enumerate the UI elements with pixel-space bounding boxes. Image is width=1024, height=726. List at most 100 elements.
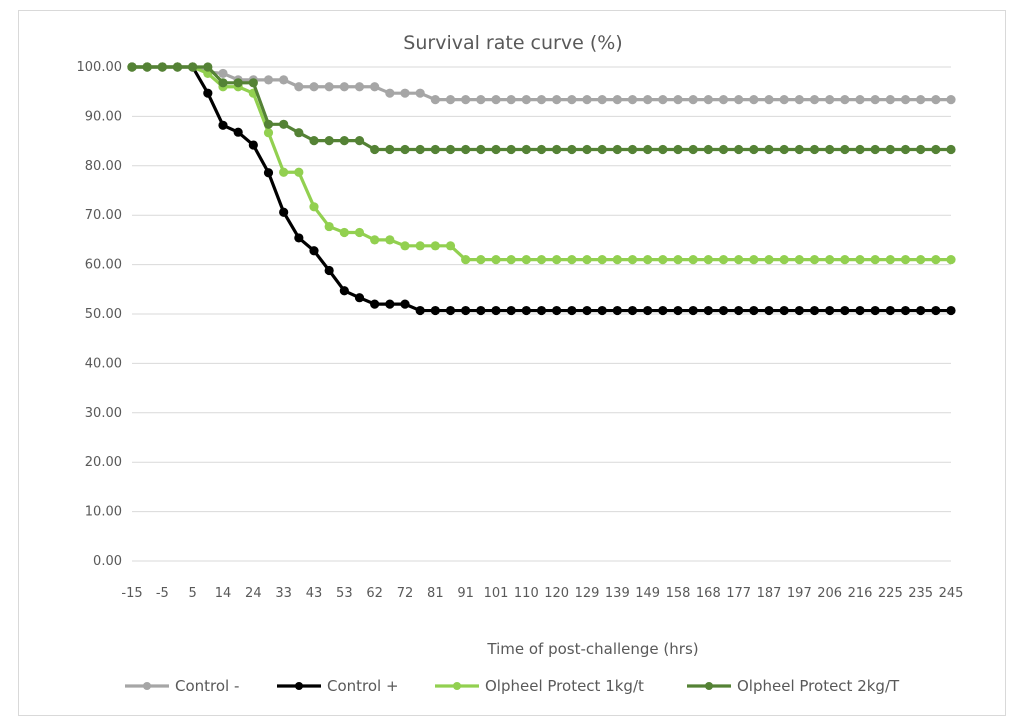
data-point: [506, 95, 516, 105]
data-point: [294, 82, 304, 92]
chart-frame: Survival rate curve (%) 0.00 10.00 20.00 30…: [18, 10, 1006, 716]
data-point: [612, 305, 622, 316]
data-point: [749, 255, 759, 265]
data-point: [172, 62, 183, 72]
data-point: [840, 305, 850, 316]
data-point: [870, 95, 880, 105]
data-point: [794, 305, 804, 316]
data-point: [370, 144, 380, 155]
data-point: [552, 144, 562, 155]
data-point: [445, 144, 456, 155]
y-tick-label: 70.00: [85, 208, 122, 223]
data-point: [658, 144, 668, 155]
data-point: [673, 305, 683, 316]
legend-item: Olpheel Protect 2kg/T: [687, 677, 900, 695]
data-point: [734, 255, 744, 265]
data-point: [734, 144, 744, 155]
data-point: [612, 95, 622, 105]
data-point: [370, 299, 380, 309]
data-point: [385, 299, 395, 309]
data-point: [946, 305, 956, 316]
data-point: [643, 255, 653, 265]
data-point: [840, 95, 850, 105]
x-tick-label: 177: [726, 586, 751, 601]
data-point: [339, 136, 349, 146]
data-point: [354, 82, 365, 92]
legend-swatch-marker: [295, 682, 303, 690]
data-point: [476, 255, 486, 265]
data-point: [521, 95, 531, 105]
data-point: [658, 255, 668, 265]
y-tick-label: 20.00: [85, 455, 122, 470]
data-point: [567, 144, 577, 155]
data-point: [354, 293, 365, 303]
data-point: [324, 221, 334, 232]
data-point: [870, 255, 880, 265]
legend-item: Control -: [125, 677, 239, 695]
data-point: [718, 95, 729, 105]
data-point: [916, 144, 926, 155]
y-tick-label: 60.00: [85, 258, 122, 273]
x-tick-label: 14: [215, 586, 232, 601]
data-point: [263, 75, 274, 85]
data-point: [825, 305, 835, 316]
data-point: [476, 95, 486, 105]
x-tick-label: 120: [544, 586, 569, 601]
data-point: [567, 255, 577, 265]
data-point: [779, 255, 789, 265]
data-point: [188, 62, 198, 72]
legend-label: Control -: [175, 677, 239, 695]
data-point: [415, 144, 425, 155]
data-point: [916, 95, 926, 105]
data-point: [324, 136, 334, 146]
data-point: [521, 144, 531, 155]
x-tick-label: 101: [484, 586, 509, 601]
data-point: [703, 305, 713, 316]
legend-swatch-marker: [705, 682, 713, 690]
data-point: [627, 95, 638, 105]
data-point: [597, 305, 607, 316]
data-point: [946, 255, 956, 265]
data-point: [718, 305, 729, 316]
data-point: [658, 95, 668, 105]
data-point: [825, 255, 835, 265]
data-point: [597, 144, 607, 155]
data-point: [627, 255, 638, 265]
data-point: [567, 305, 577, 316]
data-point: [749, 95, 759, 105]
data-point: [809, 95, 820, 105]
data-point: [370, 82, 380, 92]
data-point: [809, 305, 820, 316]
data-point: [461, 144, 471, 155]
data-point: [157, 62, 167, 72]
data-point: [916, 305, 926, 316]
data-point: [597, 255, 607, 265]
data-point: [400, 299, 410, 309]
data-point: [734, 95, 744, 105]
x-tick-label: 62: [366, 586, 383, 601]
data-point: [900, 305, 911, 316]
data-point: [734, 305, 744, 316]
data-point: [263, 168, 274, 178]
x-tick-label: 206: [817, 586, 842, 601]
data-point: [491, 255, 501, 265]
data-point: [946, 144, 956, 155]
data-point: [127, 62, 137, 72]
data-point: [703, 95, 713, 105]
data-point: [354, 227, 365, 238]
data-point: [688, 144, 698, 155]
legend-label: Olpheel Protect 2kg/T: [737, 677, 900, 695]
data-point: [536, 255, 547, 265]
data-point: [294, 167, 304, 177]
data-point: [521, 305, 531, 316]
survival-rate-chart: Survival rate curve (%) 0.00 10.00 20.00 30…: [77, 32, 964, 695]
data-point: [430, 241, 440, 251]
data-point: [552, 305, 562, 316]
data-point: [931, 305, 941, 316]
data-point: [749, 305, 759, 316]
legend-swatch-marker: [143, 682, 151, 690]
data-point: [263, 128, 274, 138]
x-tick-label: -15: [121, 586, 142, 601]
series-4: [127, 62, 956, 155]
x-tick-label: 43: [306, 586, 323, 601]
